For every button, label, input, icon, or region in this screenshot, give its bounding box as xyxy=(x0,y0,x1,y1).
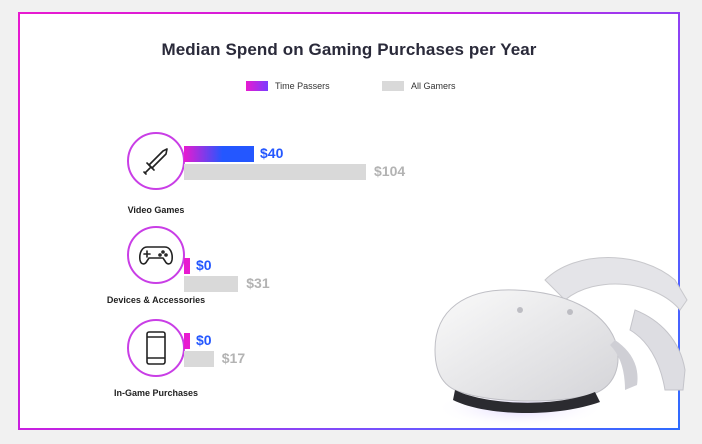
bar-time-passers-in-game xyxy=(184,333,190,349)
category-label-in-game: In-Game Purchases xyxy=(113,388,199,398)
legend-swatch-time-passers xyxy=(246,81,268,91)
legend-label-all-gamers: All Gamers xyxy=(411,81,456,91)
bar-all-gamers-in-game xyxy=(184,351,214,367)
category-label-devices: Devices & Accessories xyxy=(106,295,206,305)
value-label-time-passers-video-games: $40 xyxy=(260,145,284,161)
chart-title: Median Spend on Gaming Purchases per Yea… xyxy=(161,40,537,59)
chart-card: Median Spend on Gaming Purchases per Yea… xyxy=(20,14,678,428)
bar-time-passers-video-games xyxy=(184,146,254,162)
value-label-all-gamers-in-game: $17 xyxy=(221,350,246,366)
smartphone-icon xyxy=(146,331,166,365)
legend-item-time-passers: Time Passers xyxy=(246,81,330,91)
category-label-video-games: Video Games xyxy=(127,205,185,215)
category-icon-circle-video-games xyxy=(127,132,185,190)
bar-time-passers-devices xyxy=(184,258,190,274)
value-label-all-gamers-video-games: $104 xyxy=(374,163,406,179)
chart-frame: Median Spend on Gaming Purchases per Yea… xyxy=(18,12,688,430)
category-icon-circle-in-game xyxy=(127,319,185,377)
value-label-all-gamers-devices: $31 xyxy=(246,275,270,291)
legend-item-all-gamers: All Gamers xyxy=(382,81,456,91)
legend-label-time-passers: Time Passers xyxy=(275,81,330,91)
category-icon-circle-devices xyxy=(127,226,185,284)
value-label-time-passers-in-game: $0 xyxy=(196,332,212,348)
gamepad-icon xyxy=(139,246,173,265)
legend-swatch-all-gamers xyxy=(382,81,404,91)
vr-headset-image xyxy=(434,257,688,428)
bar-all-gamers-devices xyxy=(184,276,239,292)
sword-icon xyxy=(143,148,168,175)
bar-all-gamers-video-games xyxy=(184,164,366,180)
value-label-time-passers-devices: $0 xyxy=(196,257,212,273)
